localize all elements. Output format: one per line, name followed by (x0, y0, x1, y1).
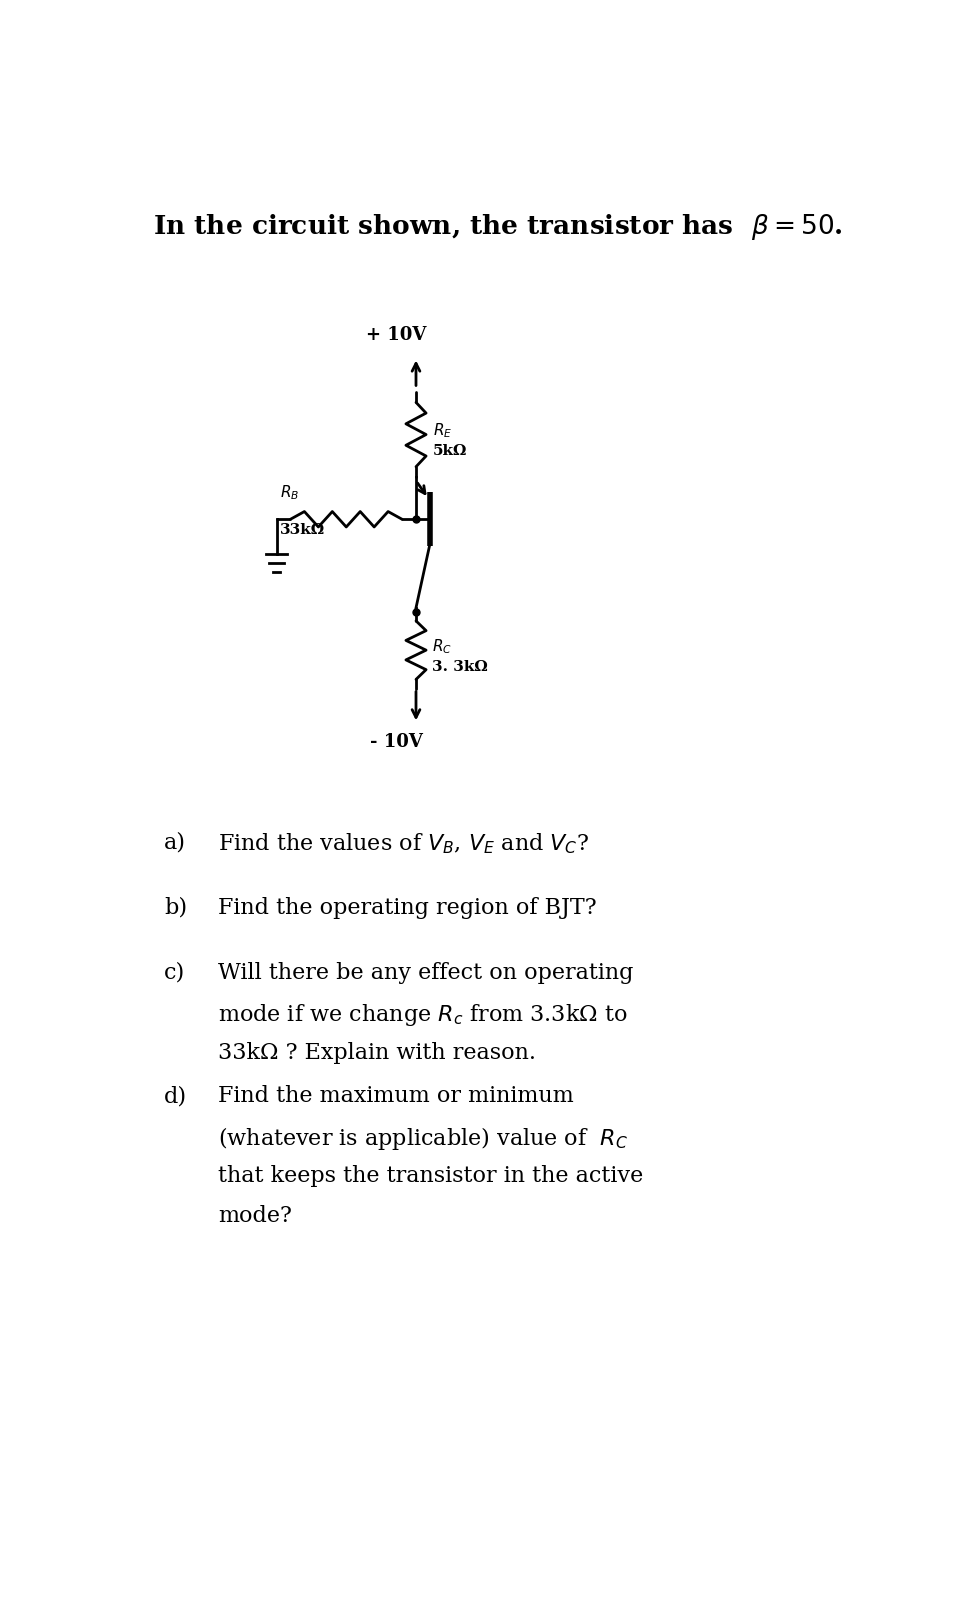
Text: - 10V: - 10V (370, 733, 423, 752)
Text: $R_B$: $R_B$ (280, 483, 299, 502)
Text: Find the values of $V_B$, $V_E$ and $V_C$?: Find the values of $V_B$, $V_E$ and $V_C… (219, 830, 590, 856)
Text: $R_E$: $R_E$ (434, 421, 452, 440)
Text: $R_C$: $R_C$ (432, 637, 451, 656)
Text: mode if we change $R_c$ from 3.3kΩ to: mode if we change $R_c$ from 3.3kΩ to (219, 1002, 628, 1029)
Text: Find the operating region of BJT?: Find the operating region of BJT? (219, 896, 597, 918)
Text: In the circuit shown, the transistor has  $\beta = 50$.: In the circuit shown, the transistor has… (154, 211, 843, 242)
Text: 33kΩ: 33kΩ (280, 523, 326, 538)
Text: Find the maximum or minimum: Find the maximum or minimum (219, 1085, 574, 1107)
Text: 5kΩ: 5kΩ (434, 445, 468, 459)
Text: Will there be any effect on operating: Will there be any effect on operating (219, 962, 634, 984)
Text: 3. 3kΩ: 3. 3kΩ (432, 661, 487, 674)
Text: (whatever is applicable) value of  $R_C$: (whatever is applicable) value of $R_C$ (219, 1125, 628, 1152)
Text: that keeps the transistor in the active: that keeps the transistor in the active (219, 1165, 643, 1187)
Text: b): b) (164, 896, 188, 918)
Text: mode?: mode? (219, 1205, 293, 1227)
Text: 33kΩ ? Explain with reason.: 33kΩ ? Explain with reason. (219, 1042, 537, 1064)
Text: a): a) (164, 830, 186, 853)
Text: d): d) (164, 1085, 188, 1107)
Text: + 10V: + 10V (366, 326, 427, 344)
Text: c): c) (164, 962, 186, 984)
